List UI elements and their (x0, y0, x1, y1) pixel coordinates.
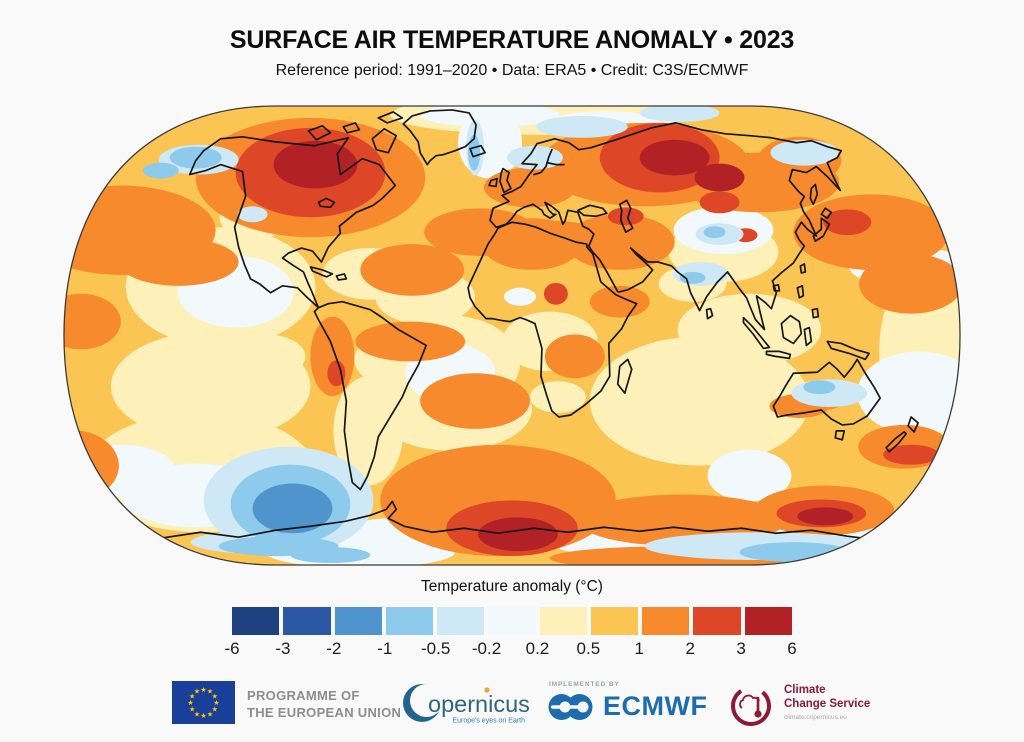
svg-text:★: ★ (200, 712, 206, 720)
ecmwf-kicker: IMPLEMENTED BY (549, 681, 620, 688)
tick-label: 1 (634, 639, 644, 658)
tick-label: 2 (685, 639, 695, 658)
c3s-emblem-icon (731, 686, 771, 726)
svg-text:★: ★ (189, 706, 195, 714)
c3s-url: climate.copernicus.eu (784, 714, 847, 721)
c3s-line1: Climate (784, 684, 826, 696)
svg-text:★: ★ (207, 710, 213, 718)
ecmwf-emblem-icon (548, 693, 593, 720)
world-map (61, 103, 963, 568)
copernicus-tagline: Europe's eyes on Earth (452, 718, 525, 725)
legend-swatch (744, 607, 792, 635)
page-title: SURFACE AIR TEMPERATURE ANOMALY • 2023 (229, 26, 795, 54)
tick-label: -1 (377, 639, 393, 658)
svg-text:★: ★ (212, 706, 218, 714)
ecmwf-wordmark: ECMWF (603, 691, 708, 721)
svg-text:★: ★ (194, 710, 200, 718)
tick-label: 0.2 (525, 639, 550, 658)
tick-label: 3 (736, 639, 746, 658)
tick-label: 0.5 (576, 639, 601, 658)
svg-text:★: ★ (187, 699, 193, 707)
legend-swatch (437, 607, 485, 635)
copernicus-orbit-dot-icon (484, 687, 490, 693)
eu-flag-stars: ★ ★★ ★★★ ★★★ ★★★ (187, 686, 219, 720)
eu-flag: ★ ★★ ★★★ ★★★ ★★★ (172, 681, 235, 724)
legend-swatch (642, 607, 690, 635)
svg-text:★: ★ (200, 686, 206, 694)
svg-text:★: ★ (194, 688, 200, 696)
tick-label: -0.2 (471, 639, 502, 658)
tick-label: -3 (275, 639, 291, 658)
legend-swatch (385, 607, 434, 635)
legend-swatch (539, 607, 587, 635)
legend-colorbar (232, 607, 792, 635)
tick-label: -6 (224, 639, 240, 658)
projection-outline (63, 105, 961, 566)
legend-swatch (232, 607, 280, 635)
coastlines (120, 109, 919, 542)
tick-label: -2 (326, 639, 342, 658)
eu-programme-line1: PROGRAMME OF (247, 688, 360, 703)
legend-title: Temperature anomaly (°C) (421, 578, 603, 595)
copernicus-wordmark: opernicus (428, 691, 530, 717)
c3s-label: Climate Change Service climate.copernicu… (784, 683, 870, 721)
svg-text:★: ★ (207, 688, 213, 696)
page-subtitle: Reference period: 1991–2020 • Data: ERA5… (275, 62, 749, 79)
footer-logos: ★ ★ ★ ★ ★ ★ ★ ★ ★ ★ ★ ★ PROGRAMME OF THE EUROPEA… (0, 670, 1024, 742)
eu-programme-line2: THE EUROPEAN UNION (247, 705, 402, 720)
svg-text:★: ★ (212, 693, 218, 701)
c3s-line2: Change Service (784, 698, 871, 710)
legend-swatch (334, 607, 382, 635)
legend-swatch (590, 607, 639, 635)
eu-programme-label: PROGRAMME OF THE EUROPEAN UNION (247, 687, 401, 721)
legend-tick-labels: -6 -3 -2 -1 -0.5 -0.2 0.2 0.5 1 2 3 6 (224, 639, 796, 661)
cloud-icon (739, 694, 760, 709)
svg-text:★: ★ (213, 699, 219, 707)
tick-label: -0.5 (420, 639, 451, 658)
legend-swatch (283, 607, 331, 635)
legend-swatch (488, 607, 536, 635)
svg-text:★: ★ (189, 693, 195, 701)
tick-label: 6 (787, 639, 797, 658)
copernicus-logo: opernicus Europe's eyes on Earth (403, 684, 530, 725)
ecmwf-logo: ECMWF (548, 691, 707, 722)
temperature-anomaly-map (63, 105, 961, 566)
legend-swatch (693, 607, 741, 635)
